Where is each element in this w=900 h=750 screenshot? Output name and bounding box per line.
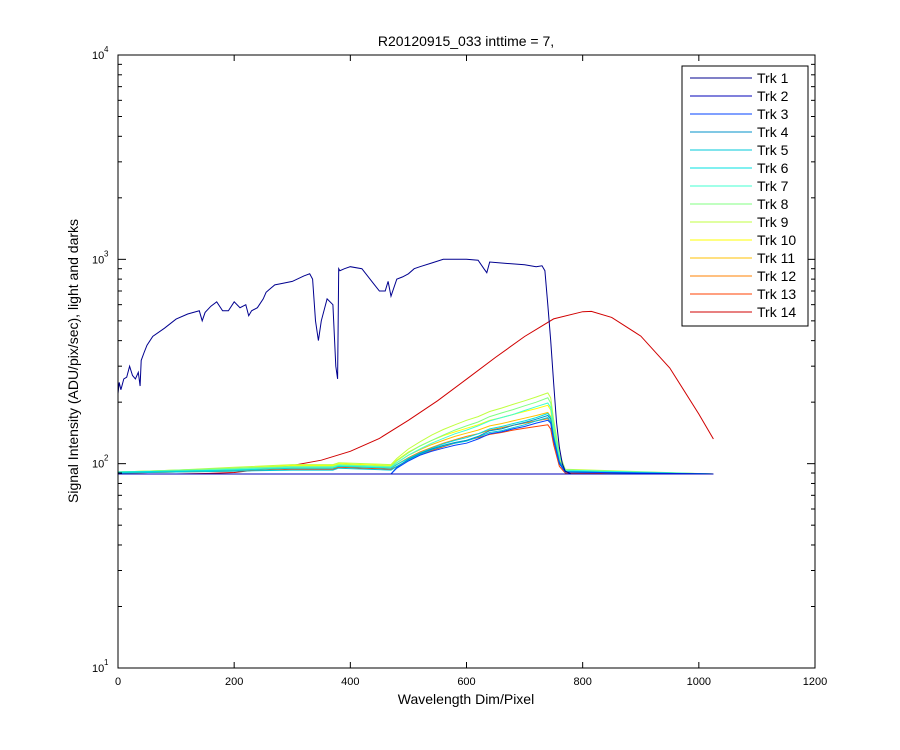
legend-label: Trk 10	[757, 232, 796, 248]
legend-label: Trk 2	[757, 88, 789, 104]
series-layer	[117, 258, 714, 475]
legend-label: Trk 13	[757, 286, 796, 302]
x-tick-label: 1200	[803, 676, 827, 688]
legend-label: Trk 11	[757, 250, 795, 266]
x-tick-label: 1000	[687, 676, 711, 688]
legend-box	[681, 65, 809, 327]
series-line-trk-8	[117, 397, 714, 475]
legend-label: Trk 3	[757, 106, 789, 122]
y-axis-title: Signal Intensity (ADU/pix/sec), light an…	[65, 219, 81, 503]
series-line-trk-4	[118, 414, 714, 475]
series-line-trk-1	[117, 258, 572, 475]
x-tick-label: 400	[341, 676, 359, 688]
y-tick-exponent: 4	[104, 45, 109, 54]
y-tick-label: 10	[92, 663, 104, 675]
y-tick-label: 10	[92, 50, 104, 62]
chart-title: R20120915_033 inttime = 7,	[378, 33, 554, 49]
series-line-trk-10	[117, 404, 714, 475]
legend-label: Trk 9	[757, 214, 789, 230]
series-line-trk-3	[118, 419, 714, 475]
legend-label: Trk 4	[757, 124, 789, 140]
x-axis-title: Wavelength Dim/Pixel	[398, 691, 534, 707]
series-line-trk-7	[117, 402, 714, 475]
x-tick-label: 200	[225, 676, 243, 688]
y-tick-exponent: 3	[104, 249, 109, 258]
legend-label: Trk 1	[757, 70, 789, 86]
legend-label: Trk 8	[757, 196, 789, 212]
x-tick-label: 800	[573, 676, 591, 688]
legend-label: Trk 12	[757, 268, 796, 284]
legend: Trk 1 Trk 2 Trk 3 Trk 4 Trk 5 Trk 6 Trk 7 Trk 8…	[681, 65, 809, 327]
y-tick-exponent: 1	[104, 658, 109, 667]
series-line-trk-9	[117, 392, 714, 475]
series-line-trk-6	[117, 412, 714, 475]
x-tick-label: 600	[457, 676, 475, 688]
x-tick-label: 0	[115, 676, 121, 688]
legend-label: Trk 14	[757, 304, 796, 320]
y-tick-label: 10	[92, 459, 104, 471]
legend-label: Trk 7	[757, 178, 789, 194]
y-tick-label: 10	[92, 254, 104, 266]
series-line-trk-14	[118, 310, 714, 475]
legend-label: Trk 6	[757, 160, 789, 176]
legend-label: Trk 5	[757, 142, 789, 158]
y-tick-exponent: 2	[104, 454, 109, 463]
series-line-trk-5	[117, 417, 714, 475]
